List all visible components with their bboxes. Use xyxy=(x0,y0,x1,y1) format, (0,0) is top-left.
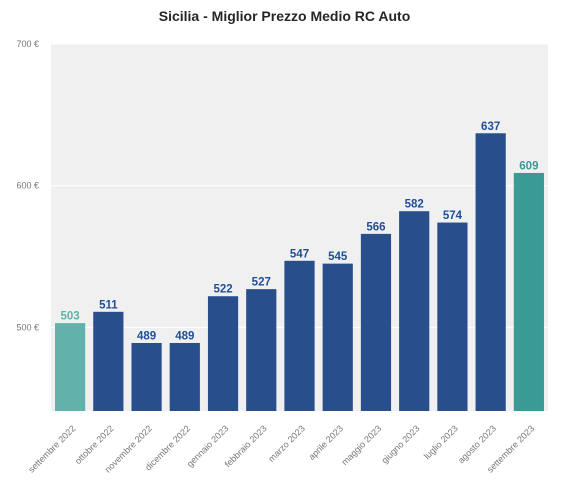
x-tick-label: luglio 2023 xyxy=(422,423,460,461)
chart-title: Sicilia - Miglior Prezzo Medio RC Auto xyxy=(158,8,411,24)
bar xyxy=(93,311,124,411)
bar-value-label: 574 xyxy=(443,210,463,222)
bar xyxy=(437,222,468,411)
bar xyxy=(322,263,353,411)
bar-value-label: 522 xyxy=(213,284,232,296)
bar xyxy=(131,342,162,411)
x-tick-label: maggio 2023 xyxy=(340,423,384,467)
bar-value-label: 637 xyxy=(481,121,500,133)
x-tick-label: agosto 2023 xyxy=(456,423,498,465)
bar-value-label: 489 xyxy=(175,330,194,342)
bar xyxy=(399,211,430,411)
bar xyxy=(360,233,392,411)
bar-value-label: 545 xyxy=(328,251,348,263)
bar xyxy=(169,342,200,411)
y-tick-label: 600 € xyxy=(16,181,39,191)
x-tick-label: settembre 2022 xyxy=(26,423,77,474)
bar xyxy=(513,172,544,411)
bar-value-label: 566 xyxy=(366,221,385,233)
bar-value-label: 609 xyxy=(519,160,538,172)
bar-value-label: 503 xyxy=(61,311,80,323)
x-tick-label: giugno 2023 xyxy=(379,423,421,465)
bar xyxy=(207,296,239,411)
bar xyxy=(55,323,86,411)
bar xyxy=(475,133,506,411)
bar-value-label: 527 xyxy=(252,277,271,289)
x-tick-label: aprile 2023 xyxy=(307,423,346,462)
x-tick-label: marzo 2023 xyxy=(266,423,307,464)
bar xyxy=(246,289,277,411)
bar-value-label: 547 xyxy=(290,248,309,260)
bar-value-label: 582 xyxy=(405,199,424,211)
bar xyxy=(284,260,315,411)
bar-value-label: 511 xyxy=(99,299,118,311)
y-tick-label: 700 € xyxy=(16,39,39,49)
bar-value-label: 489 xyxy=(137,330,156,342)
y-tick-label: 500 € xyxy=(16,322,39,332)
